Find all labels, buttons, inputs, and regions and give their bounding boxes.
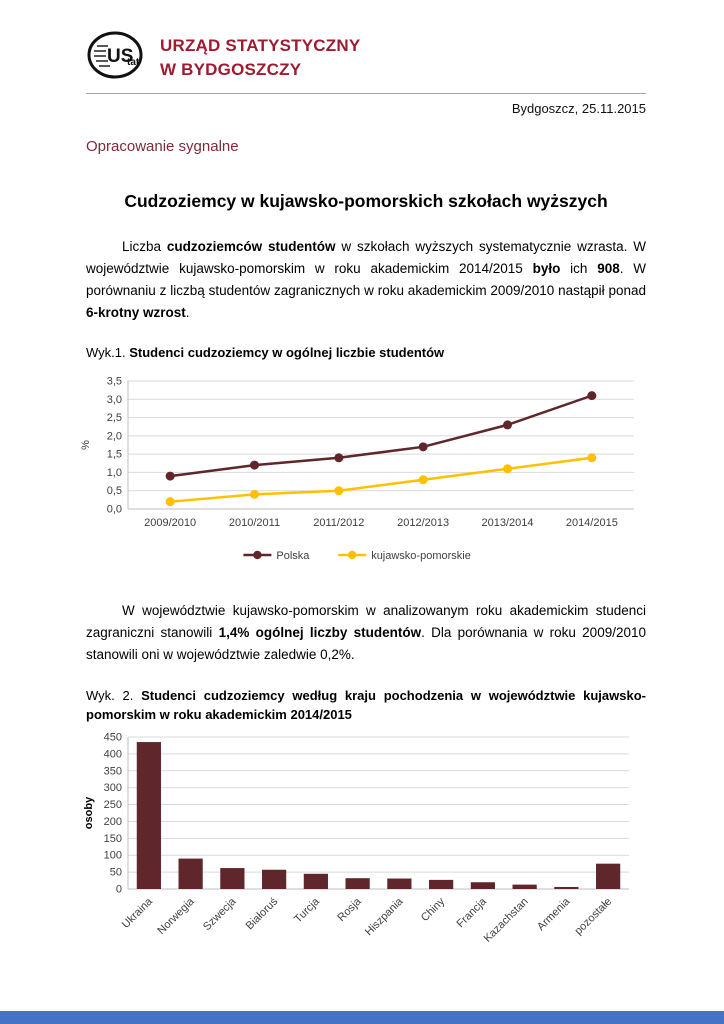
svg-text:450: 450: [104, 731, 122, 743]
svg-text:250: 250: [104, 799, 122, 811]
text-segment-bold: cudzoziemców studentów: [166, 239, 336, 254]
figure2-label: Wyk. 2. Studenci cudzoziemcy według kraj…: [86, 686, 646, 725]
text-segment: ich: [560, 260, 598, 276]
text-segment: . W porównaniu z liczbą studentów zagran…: [86, 260, 647, 298]
bar-chart-students-by-country: 0 50 100 150 200 250 300 350 400 450 osoby Ukraina N…: [76, 731, 646, 968]
svg-text:pozostałe: pozostałe: [572, 895, 614, 937]
text-segment: W województwie kujawsko-pomorskim w anal…: [86, 602, 646, 640]
page-title: Cudzoziemcy w kujawsko-pomorskich szkoła…: [124, 191, 608, 211]
svg-text:Polska: Polska: [276, 550, 310, 562]
svg-text:2011/2012: 2011/2012: [313, 517, 364, 529]
svg-text:2012/2013: 2012/2013: [397, 517, 449, 529]
svg-text:Rosja: Rosja: [335, 895, 364, 924]
text-segment-bold: było: [532, 260, 561, 276]
svg-text:Francja: Francja: [455, 895, 490, 930]
figure1-title: Studenci cudzoziemcy w ogólnej liczbie s…: [129, 345, 445, 361]
org-name-line1: URZĄD STATYSTYCZNY: [160, 35, 361, 55]
doc-type-label: Opracowanie sygnalne: [86, 138, 239, 155]
svg-text:1,0: 1,0: [107, 467, 122, 479]
figure2-title: Studenci cudzoziemcy według kraju pochod…: [86, 687, 646, 723]
text-segment-bold: 6-krotny wzrost: [86, 304, 186, 320]
svg-text:0: 0: [116, 883, 122, 895]
text-segment: .: [185, 304, 190, 320]
svg-text:3,0: 3,0: [107, 394, 122, 406]
text-segment-bold: 908: [597, 260, 620, 276]
svg-text:2,0: 2,0: [107, 430, 122, 442]
svg-text:3,5: 3,5: [107, 375, 122, 387]
figure2-prefix: Wyk. 2.: [86, 687, 142, 703]
svg-text:Hiszpania: Hiszpania: [363, 895, 406, 938]
svg-text:300: 300: [104, 782, 122, 794]
text-segment-bold: 1,4% ogólnej liczby studentów: [218, 624, 422, 640]
svg-text:0,0: 0,0: [107, 503, 122, 515]
svg-text:400: 400: [104, 748, 122, 760]
header: US tat URZĄD STATYSTYCZNY W BYDGOSZCZY: [86, 30, 646, 94]
svg-text:Białoruś: Białoruś: [244, 895, 281, 932]
figure1-prefix: Wyk.1.: [86, 345, 130, 361]
svg-text:350: 350: [104, 765, 122, 777]
paragraph-1: Liczba cudzoziemców studentów w szkołach…: [86, 236, 646, 323]
svg-text:1,5: 1,5: [107, 449, 122, 461]
svg-text:Chiny: Chiny: [419, 895, 448, 924]
line-chart-foreign-students-share: 0,0 0,5 1,0 1,5 2,0 2,5 3,0 3,5% 2009/2010 2010/2…: [76, 369, 646, 576]
footer-bar: [0, 1011, 724, 1024]
date-line: Bydgoszcz, 25.11.2015: [511, 101, 646, 116]
svg-text:%: %: [80, 440, 92, 450]
figure1-label: Wyk.1. Studenci cudzoziemcy w ogólnej li…: [86, 343, 646, 363]
paragraph-2: W województwie kujawsko-pomorskim w anal…: [86, 600, 646, 666]
svg-text:Norwegia: Norwegia: [155, 895, 197, 937]
org-name-line2: W BYDGOSZCZY: [160, 59, 302, 79]
line-chart-svg: 0,0 0,5 1,0 1,5 2,0 2,5 3,0 3,5% 2009/2010 2010/2…: [80, 375, 634, 562]
text-segment: . Dla porównania w roku 2009/2010 stanow…: [86, 624, 646, 662]
svg-text:osoby: osoby: [83, 795, 95, 828]
svg-text:2014/2015: 2014/2015: [566, 517, 618, 529]
svg-text:50: 50: [110, 866, 122, 878]
svg-text:150: 150: [104, 832, 122, 844]
logo-text-small: tat: [127, 57, 140, 68]
svg-text:2009/2010: 2009/2010: [144, 517, 196, 529]
svg-text:Kazachstan: Kazachstan: [482, 895, 531, 944]
svg-text:Szwecja: Szwecja: [201, 895, 239, 933]
svg-text:0,5: 0,5: [107, 485, 122, 497]
text-segment: Liczba: [122, 239, 167, 254]
svg-text:100: 100: [104, 849, 122, 861]
svg-text:Ukraina: Ukraina: [120, 895, 156, 931]
bar-chart-svg: 0 50 100 150 200 250 300 350 400 450 osoby Ukraina N…: [83, 731, 629, 944]
svg-text:2013/2014: 2013/2014: [482, 517, 534, 529]
ustat-logo-icon: US tat: [86, 30, 144, 85]
svg-text:200: 200: [104, 815, 122, 827]
text-segment: w szkołach wyższych systematycznie wzras…: [86, 239, 646, 276]
svg-text:Armenia: Armenia: [535, 895, 573, 933]
svg-text:2,5: 2,5: [107, 412, 122, 424]
logo-text-big: US: [107, 46, 133, 67]
svg-text:2010/2011: 2010/2011: [229, 517, 280, 529]
svg-text:Turcja: Turcja: [292, 895, 322, 925]
org-name: URZĄD STATYSTYCZNY W BYDGOSZCZY: [160, 34, 360, 82]
page-content: US tat URZĄD STATYSTYCZNY W BYDGOSZCZY B…: [76, 30, 646, 968]
svg-text:kujawsko-pomorskie: kujawsko-pomorskie: [371, 550, 471, 562]
